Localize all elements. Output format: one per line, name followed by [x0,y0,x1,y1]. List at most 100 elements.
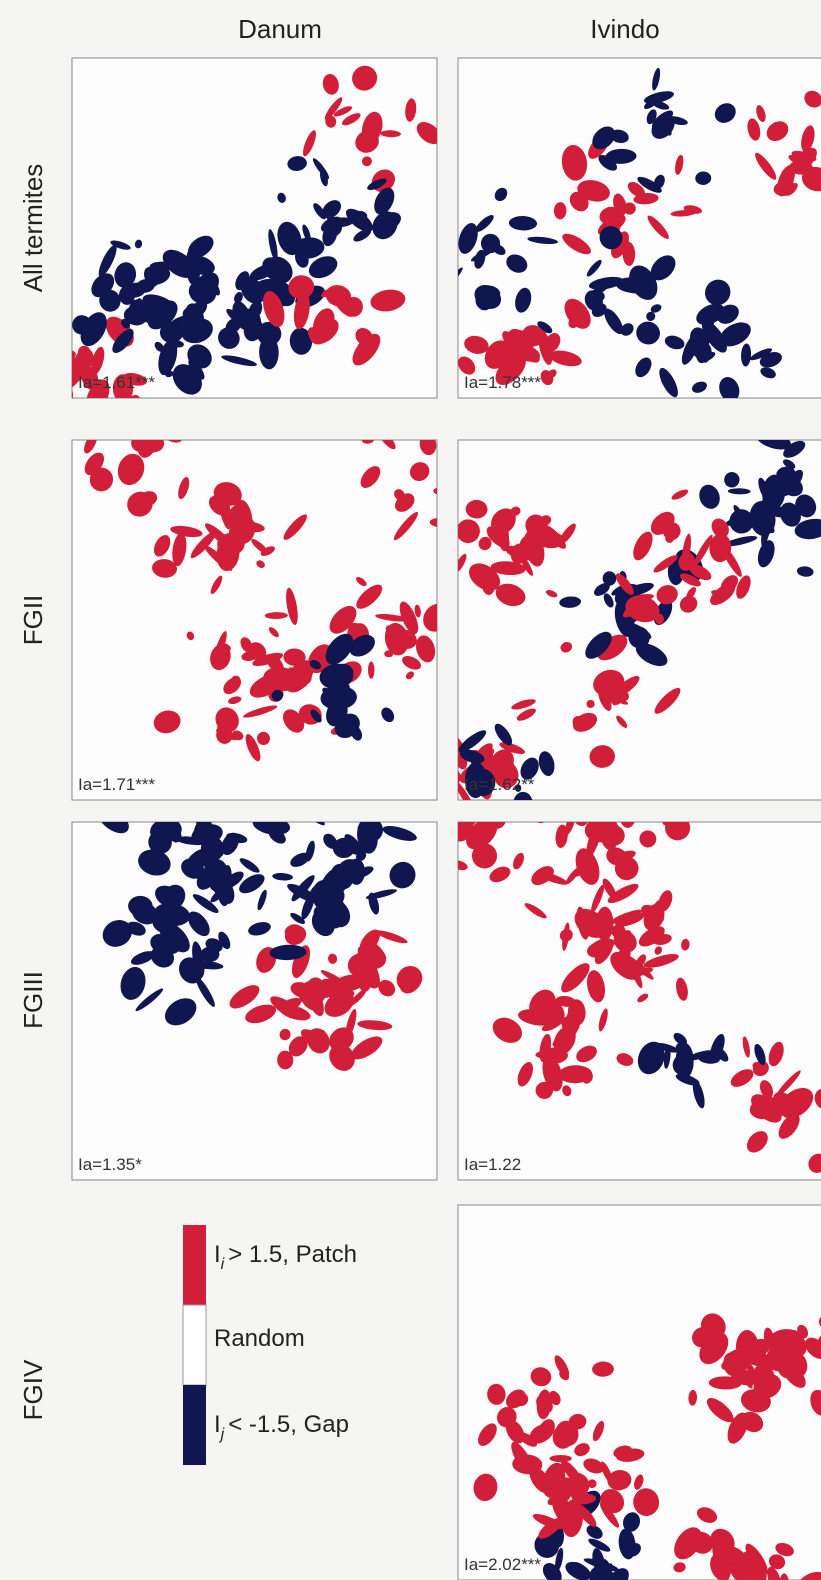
blob [230,675,241,689]
legend-swatch-patch [183,1225,206,1305]
blob [475,215,494,232]
blob [134,239,143,249]
blob [688,564,712,581]
row-label: FGII [18,595,48,646]
blob [594,582,610,596]
blob [134,301,153,320]
blob [693,534,713,568]
blob [170,340,184,348]
blob [112,328,134,353]
blob [283,514,307,540]
map-blobs [72,65,437,416]
blob [121,402,134,420]
blob [676,977,688,1001]
blob [537,1419,555,1441]
blob [681,938,690,951]
blob [353,947,384,969]
blob [345,208,373,232]
blob [575,848,600,885]
blob [277,192,286,203]
blob [322,687,339,705]
blob [520,757,539,780]
blob [513,852,524,870]
blob [587,941,610,958]
blob [513,791,533,800]
blob [172,532,187,567]
blob [221,865,232,891]
blob [752,1060,769,1077]
blob [378,979,396,997]
blob [240,277,266,304]
blob [596,291,605,301]
blob [380,130,401,138]
blob [549,1455,572,1463]
blob [795,494,817,518]
blob [638,926,665,947]
blob [308,256,338,279]
blob [653,555,678,573]
blob [293,292,310,330]
blob [127,491,153,517]
blob [675,1073,700,1086]
blob [651,115,675,139]
blob [405,98,417,122]
blob [553,202,567,220]
blob [654,687,681,714]
blob [492,1017,523,1043]
blob [312,308,335,338]
blob [268,229,278,261]
blob [157,413,177,440]
blob [555,1547,564,1572]
blob [751,1094,782,1123]
blob [699,484,720,509]
blob [322,74,339,95]
blob [349,634,375,657]
blob [616,715,628,728]
legend-symbol: I [214,1411,221,1438]
blob [162,249,195,278]
blob [563,1477,580,1500]
blob [458,860,468,871]
blob [109,400,123,416]
blob [681,332,700,365]
blob [486,526,510,548]
blob [475,293,492,311]
blob [633,531,653,561]
blob [670,209,697,217]
blob [345,843,362,855]
blob [561,144,588,181]
blob [724,513,751,526]
blob [84,440,98,454]
blob [152,559,178,578]
blob [72,357,92,382]
blob [356,584,383,609]
blob [245,734,261,762]
blob [633,1488,660,1516]
blob [351,1036,383,1060]
blob [357,1020,393,1031]
blob [381,707,395,723]
blob [213,482,242,506]
blob [569,191,589,212]
blob [741,343,752,367]
blob [243,317,263,342]
blob [623,202,636,215]
blob [643,954,679,968]
blob [153,535,171,557]
blob [187,344,212,369]
blob [131,901,158,925]
blob [719,377,740,398]
blob [538,751,555,776]
row-label: All termites [18,164,48,293]
blob [191,824,223,845]
blob [153,710,181,734]
blob [646,109,657,125]
blob [248,642,267,661]
blob [353,228,372,242]
blob [284,925,307,945]
blob [586,822,602,858]
panel-annotation: Ia=1.62** [464,775,535,794]
blob [393,511,419,541]
blob [150,822,182,843]
blob [634,1474,644,1490]
